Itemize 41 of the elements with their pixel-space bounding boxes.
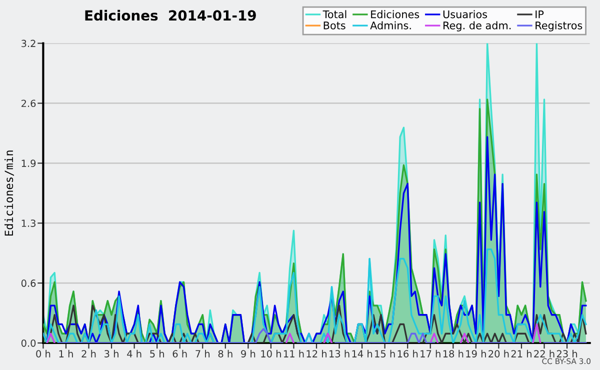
y-tick-label: 1.3 <box>22 220 36 227</box>
x-tick-label: 10 h <box>261 350 281 358</box>
x-tick-label: 18 h <box>443 350 464 358</box>
legend-label: Registros <box>536 21 582 32</box>
x-tick-label: 17 h <box>420 350 440 358</box>
x-tick-label: 1 h <box>59 350 73 358</box>
y-tick-label: 3.2 <box>22 40 36 48</box>
x-tick-label: 14 h <box>352 350 372 358</box>
x-tick-label: 5 h <box>150 350 164 358</box>
line-series <box>43 248 587 343</box>
chart-title: Ediciones 2014-01-19 <box>85 10 256 21</box>
y-axis-title: Ediciones/min <box>4 150 14 236</box>
x-tick-label: 4 h <box>127 350 142 358</box>
x-tick-label: 9 h <box>241 350 256 358</box>
y-tick-label: 1.9 <box>22 160 36 167</box>
legend-label: Admins. <box>370 21 411 30</box>
x-tick-label: 21 h <box>511 350 532 358</box>
x-tick-label: 19 h <box>466 350 486 358</box>
x-tick-label: 2 h <box>82 350 96 358</box>
legend-label: Ediciones <box>371 10 420 18</box>
legend-label: Bots <box>324 22 346 30</box>
legend-label: Total <box>322 10 346 18</box>
x-tick-label: 22 h <box>534 350 554 358</box>
x-tick-label: 20 h <box>488 350 509 358</box>
x-tick-label: 11 h <box>284 350 304 358</box>
x-tick-label: 0 h <box>36 350 50 358</box>
x-tick-label: 13 h <box>330 350 350 358</box>
legend-label: IP <box>536 10 544 18</box>
legend-label: Reg. de adm. <box>444 21 511 32</box>
x-tick-label: 6 h <box>172 350 187 358</box>
y-tick-label: 0.0 <box>21 339 36 347</box>
x-tick-label: 8 h <box>218 350 232 358</box>
x-tick-label: 16 h <box>398 350 418 358</box>
x-tick-label: 3 h <box>104 350 118 358</box>
x-tick-label: 23 h <box>556 350 578 358</box>
x-tick-label: 7 h <box>196 350 210 358</box>
x-tick-label: 12 h <box>306 350 326 358</box>
x-tick-label: 15 h <box>375 350 395 358</box>
legend-label: Usuarios <box>443 10 488 18</box>
y-tick-label: 0.6 <box>21 280 36 287</box>
y-tick-label: 2.6 <box>22 100 36 108</box>
